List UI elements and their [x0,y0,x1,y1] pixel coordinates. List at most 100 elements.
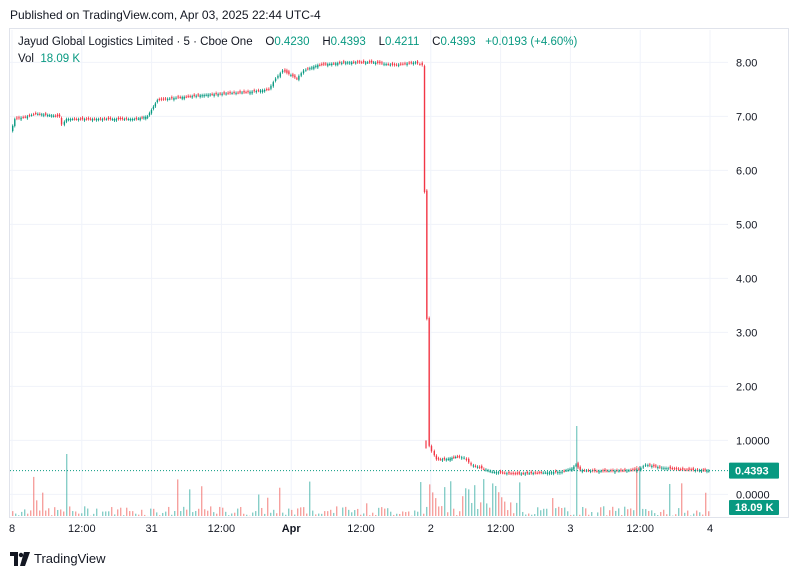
open-value: 0.4230 [274,36,310,48]
candle-body [22,117,24,119]
volume-bar [624,506,626,516]
candle-body [520,473,522,475]
volume-bar [357,508,359,516]
candle-body [77,119,80,121]
candle-body [663,467,665,469]
volume-bar [129,511,131,516]
candle-body [468,458,470,463]
volume-bar [279,487,281,516]
volume-bar [609,510,611,516]
candle-body [487,470,489,472]
candle-body [294,75,296,78]
volume-bar [231,513,233,516]
volume-bar [174,511,176,516]
candle-body [193,94,195,96]
candle-body [292,74,294,77]
candle-body [109,117,112,120]
volume-bar [333,512,335,516]
candle-body [279,73,281,77]
footer-brand[interactable]: TradingView [10,551,106,566]
volume-bar [273,509,275,516]
candle-body [73,118,76,120]
candle-body [351,62,353,64]
candle-body [251,91,253,94]
volume-bar [630,508,632,516]
candle-body [381,62,383,64]
candle-body [223,92,225,94]
volume-bar [327,511,329,516]
candle-body [669,466,671,469]
low-label: L [378,36,386,48]
candle-body [175,97,177,99]
volume-bar [462,496,464,516]
candle-body [150,109,153,114]
volume-bar [171,514,173,516]
volume-bar [330,509,332,516]
volume-bar [597,512,599,516]
volume-bar [285,514,287,516]
candle-body [231,93,233,95]
candle-body [211,93,213,95]
candle-body [512,472,514,474]
volume-bar [54,507,56,516]
candle-body [538,472,540,474]
volume-bar [387,508,389,516]
volume-bar [315,514,317,516]
candle-body [201,95,203,97]
volume-bar [498,492,500,516]
candle-body [565,470,567,472]
volume-bar [207,510,209,516]
volume-bar [354,510,356,516]
volume-bar [618,508,620,516]
candle-body [229,92,231,94]
candle-body [528,473,530,475]
candle-body [419,64,421,66]
candle-body [63,121,66,125]
candle-body [433,451,435,456]
candle-body [402,63,404,65]
candle-body [65,119,68,122]
volume-bar [591,512,593,516]
candle-body [286,70,288,73]
candle-body [366,62,369,64]
volume-bar [705,492,707,516]
candle-body [391,63,394,65]
volume-bar [15,513,17,516]
candle-body [187,95,189,97]
tradingview-logo-icon [10,551,30,566]
volume-bar [303,507,305,516]
volume-bar [660,511,662,516]
volume-bar [567,511,569,516]
volume-bar [657,515,659,516]
volume-bar [132,511,134,516]
candle-body [85,118,88,120]
volume-bar [423,513,425,516]
candle-body [389,64,392,66]
candle-body [463,457,465,459]
volume-bar [300,507,302,516]
x-tick-label: 12:00 [626,523,654,535]
candle-body [105,119,108,121]
candle-body [117,117,120,120]
volume-bar [189,489,191,516]
volume-bar [612,506,614,516]
volume-bar [228,515,230,516]
candle-body [20,117,22,120]
volume-bar [540,510,542,516]
candle-body [315,65,317,67]
volume-bar [210,506,212,516]
volume-bar [225,511,227,516]
volume-bar [471,502,473,516]
candle-body [333,63,335,65]
candle-body [327,64,329,66]
candle-body [235,92,237,94]
volume-bar [438,506,440,516]
volume-bar [264,513,266,516]
volume-bar [534,514,536,516]
candle-body [355,62,357,64]
volume-badge [729,500,779,515]
volume-bar [603,506,605,516]
volume-bar [480,502,482,516]
y-tick-label: 2.00 [736,381,757,393]
volume-bar [621,515,623,516]
